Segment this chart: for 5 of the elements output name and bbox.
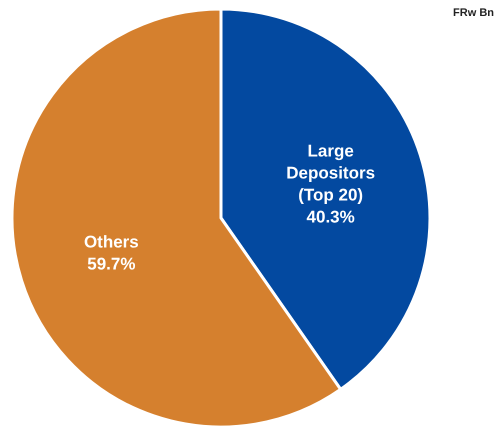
slice-label: Large Depositors (Top 20) <box>286 141 376 204</box>
data-label: 59.7% <box>87 254 136 274</box>
slice-label: Others <box>84 232 139 252</box>
text: FRw Bn <box>453 7 494 19</box>
data-label: 40.3% <box>306 207 355 226</box>
